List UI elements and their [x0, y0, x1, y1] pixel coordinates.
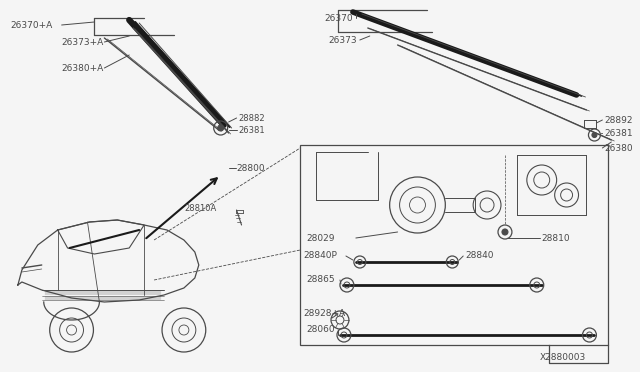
- Text: 26380+A: 26380+A: [61, 64, 104, 73]
- Text: 28800: 28800: [237, 164, 265, 173]
- Text: 26370: 26370: [324, 13, 353, 22]
- Bar: [300, 145, 609, 345]
- Text: 28892: 28892: [604, 115, 633, 125]
- Text: 28840: 28840: [465, 251, 493, 260]
- Text: 26373+A: 26373+A: [61, 38, 104, 46]
- Text: 28810: 28810: [541, 234, 570, 243]
- Text: 28840P: 28840P: [303, 251, 337, 260]
- Text: 26380: 26380: [604, 144, 633, 153]
- Text: 28882: 28882: [239, 113, 265, 122]
- Text: 26381: 26381: [239, 125, 265, 135]
- Text: 28928+A: 28928+A: [303, 310, 346, 318]
- Circle shape: [502, 229, 508, 235]
- Text: X2880003: X2880003: [540, 353, 586, 362]
- Text: 28810A: 28810A: [184, 203, 216, 212]
- Text: 26370+A: 26370+A: [10, 20, 52, 29]
- Text: 28029: 28029: [306, 234, 335, 243]
- Circle shape: [218, 125, 223, 131]
- Text: 28060: 28060: [306, 326, 335, 334]
- Text: 26381: 26381: [604, 128, 633, 138]
- Circle shape: [592, 132, 597, 138]
- Text: 26373: 26373: [328, 35, 356, 45]
- Text: 28865: 28865: [306, 276, 335, 285]
